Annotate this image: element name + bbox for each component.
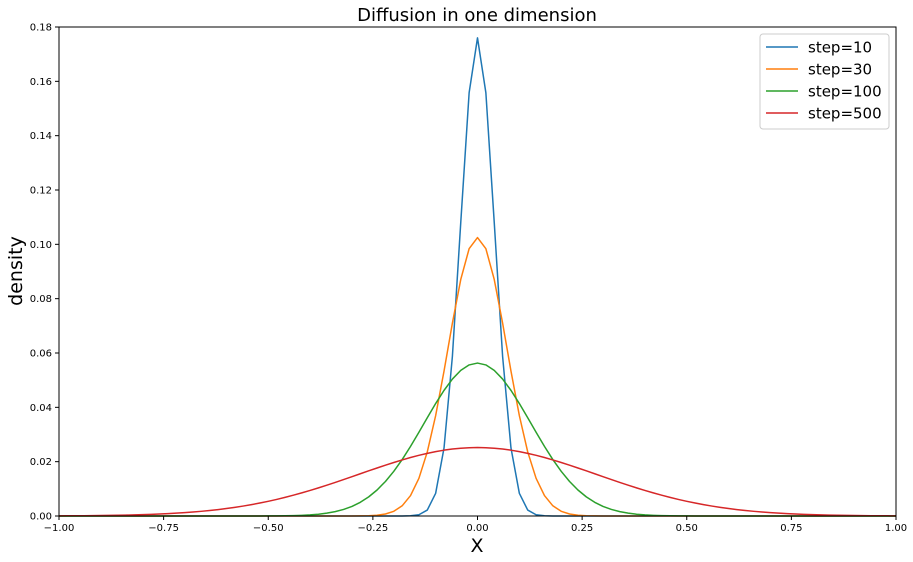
- y-tick-label: 0.10: [30, 240, 52, 251]
- chart-title: Diffusion in one dimension: [357, 5, 597, 26]
- y-axis: 0.00 0.02 0.04 0.06 0.08 0.10 0.12 0.14 0.16 0.18: [30, 23, 59, 523]
- x-tick-label: −0.50: [253, 523, 284, 534]
- x-tick-label: −0.75: [148, 523, 179, 534]
- x-tick-label: 0.50: [676, 523, 698, 534]
- y-tick-label: 0.18: [30, 23, 52, 34]
- series-line-step-500: [58, 446, 897, 517]
- y-tick-label: 0.00: [30, 512, 52, 523]
- x-tick-label: 0.00: [466, 523, 488, 534]
- y-tick-label: 0.06: [30, 349, 52, 360]
- y-tick-label: 0.02: [30, 457, 52, 468]
- x-tick-label: 0.75: [780, 523, 802, 534]
- y-tick-label: 0.04: [30, 403, 52, 414]
- y-tick-label: 0.14: [30, 131, 52, 142]
- legend-label: step=500: [808, 105, 882, 123]
- legend-label: step=30: [808, 61, 872, 79]
- legend-box: [759, 33, 890, 130]
- y-tick-label: 0.08: [30, 294, 52, 305]
- x-tick-label: 0.25: [571, 523, 593, 534]
- legend-label: step=10: [808, 39, 872, 57]
- x-tick-label: −1.00: [44, 523, 75, 534]
- legend-label: step=100: [808, 83, 882, 101]
- y-tick-label: 0.16: [30, 77, 52, 88]
- y-axis-label: density: [5, 236, 27, 306]
- x-tick-label: −0.25: [358, 523, 389, 534]
- x-axis: −1.00 −0.75 −0.50 −0.25 0.00 0.25 0.50 0.75 1.00: [44, 516, 907, 534]
- x-tick-label: 1.00: [885, 523, 907, 534]
- x-axis-label: X: [470, 535, 483, 557]
- y-tick-label: 0.12: [30, 186, 52, 197]
- legend: step=10 step=30 step=100 step=500: [759, 33, 890, 130]
